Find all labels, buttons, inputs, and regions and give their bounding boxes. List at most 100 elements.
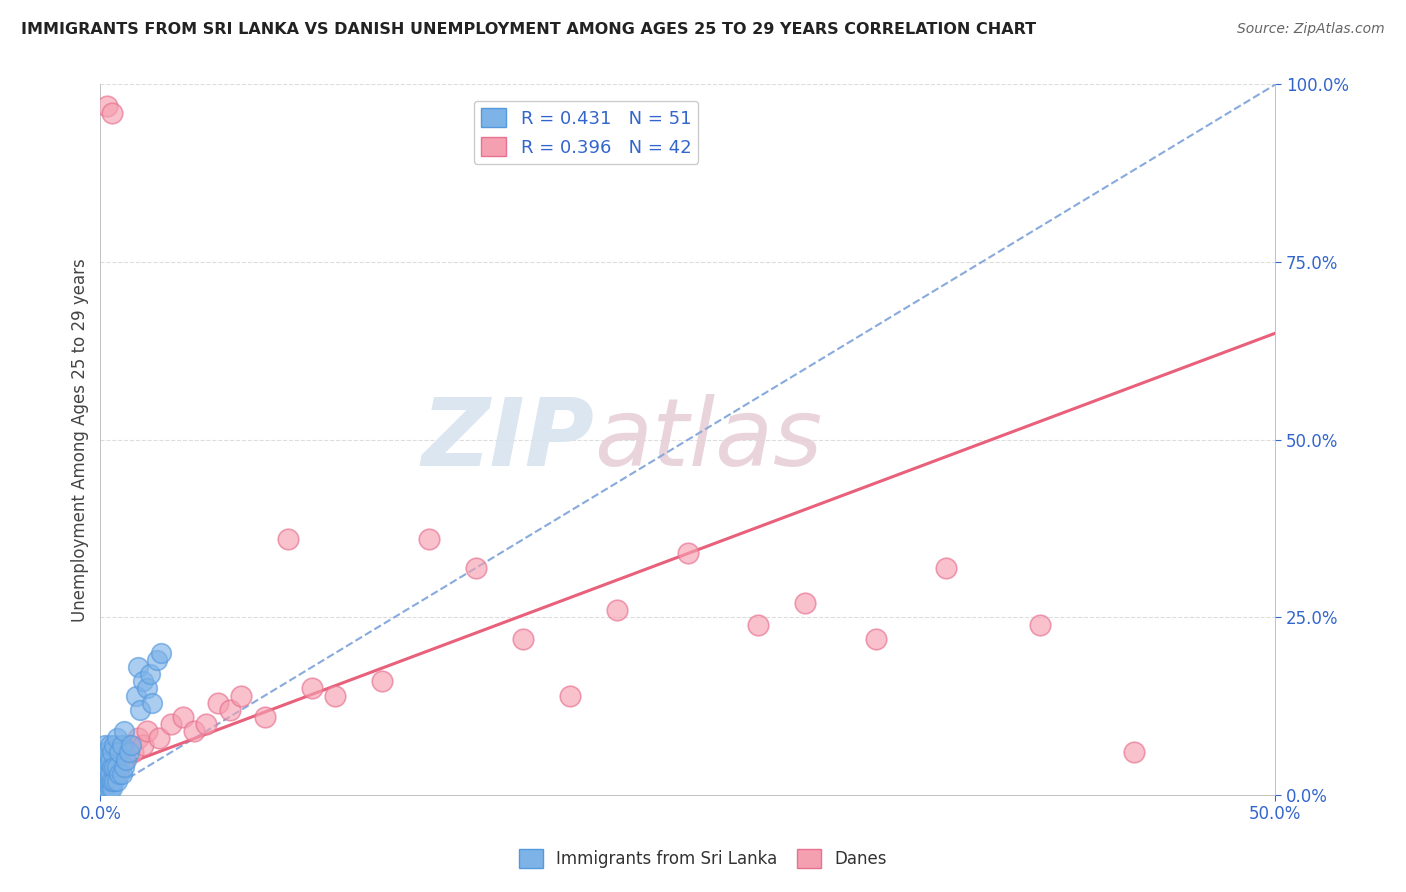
Point [105,731,128,746]
Point [560,689,582,703]
Point [112,724,135,739]
Point [91,759,114,773]
Point [94,773,117,788]
Point [129,703,152,717]
Point [94,746,117,760]
Point [301,681,323,696]
Point [94,780,117,795]
Point [1123,746,1146,760]
Point [172,710,194,724]
Point [91,766,114,780]
Text: atlas: atlas [593,394,823,485]
Point [101,746,124,760]
Point [96,780,118,795]
Point [136,681,159,696]
Point [195,717,218,731]
Point [207,696,229,710]
Point [94,739,117,753]
Point [465,560,488,574]
Point [865,632,887,646]
Point [218,703,240,717]
Point [131,674,153,689]
Point [98,766,121,780]
Point [96,752,118,766]
Point [131,739,153,753]
Point [1029,617,1052,632]
Point [94,766,117,780]
Point [98,780,121,795]
Point [96,759,118,773]
Point [325,689,347,703]
Point [96,773,118,788]
Point [606,603,628,617]
Point [122,746,145,760]
Point [117,746,139,760]
Point [91,780,114,795]
Text: Source: ZipAtlas.com: Source: ZipAtlas.com [1237,22,1385,37]
Point [94,752,117,766]
Point [794,596,817,610]
Point [231,689,253,703]
Point [117,739,139,753]
Point [105,752,128,766]
Point [183,724,205,739]
Point [96,752,118,766]
Point [103,739,125,753]
Point [108,746,131,760]
Point [112,752,135,766]
Point [103,759,125,773]
Legend: R = 0.431   N = 51, R = 0.396   N = 42: R = 0.431 N = 51, R = 0.396 N = 42 [474,101,699,164]
Point [138,667,160,681]
Point [108,766,131,780]
Point [115,752,138,766]
Point [101,759,124,773]
Point [148,731,170,746]
Point [91,752,114,766]
Point [96,766,118,780]
Text: ZIP: ZIP [420,393,593,486]
Point [108,759,131,773]
Point [96,99,118,113]
Point [105,759,128,773]
Point [124,689,146,703]
Point [101,746,124,760]
Point [94,766,117,780]
Point [127,660,149,674]
Point [160,717,183,731]
Point [418,533,440,547]
Legend: Immigrants from Sri Lanka, Danes: Immigrants from Sri Lanka, Danes [513,843,893,875]
Point [253,710,276,724]
Point [747,617,769,632]
Point [91,773,114,788]
Point [103,766,125,780]
Point [96,746,118,760]
Point [110,739,132,753]
Point [101,773,124,788]
Point [141,696,163,710]
Y-axis label: Unemployment Among Ages 25 to 29 years: Unemployment Among Ages 25 to 29 years [72,258,89,622]
Point [98,773,121,788]
Point [112,759,135,773]
Point [110,766,132,780]
Point [101,106,124,120]
Point [98,739,121,753]
Point [150,646,173,660]
Point [105,773,128,788]
Point [371,674,394,689]
Point [110,746,132,760]
Point [512,632,534,646]
Point [98,759,121,773]
Text: IMMIGRANTS FROM SRI LANKA VS DANISH UNEMPLOYMENT AMONG AGES 25 TO 29 YEARS CORRE: IMMIGRANTS FROM SRI LANKA VS DANISH UNEM… [21,22,1036,37]
Point [935,560,957,574]
Point [277,533,299,547]
Point [91,759,114,773]
Point [103,773,125,788]
Point [101,780,124,795]
Point [145,653,167,667]
Point [98,752,121,766]
Point [127,731,149,746]
Point [136,724,159,739]
Point [676,546,699,560]
Point [120,739,142,753]
Point [94,759,117,773]
